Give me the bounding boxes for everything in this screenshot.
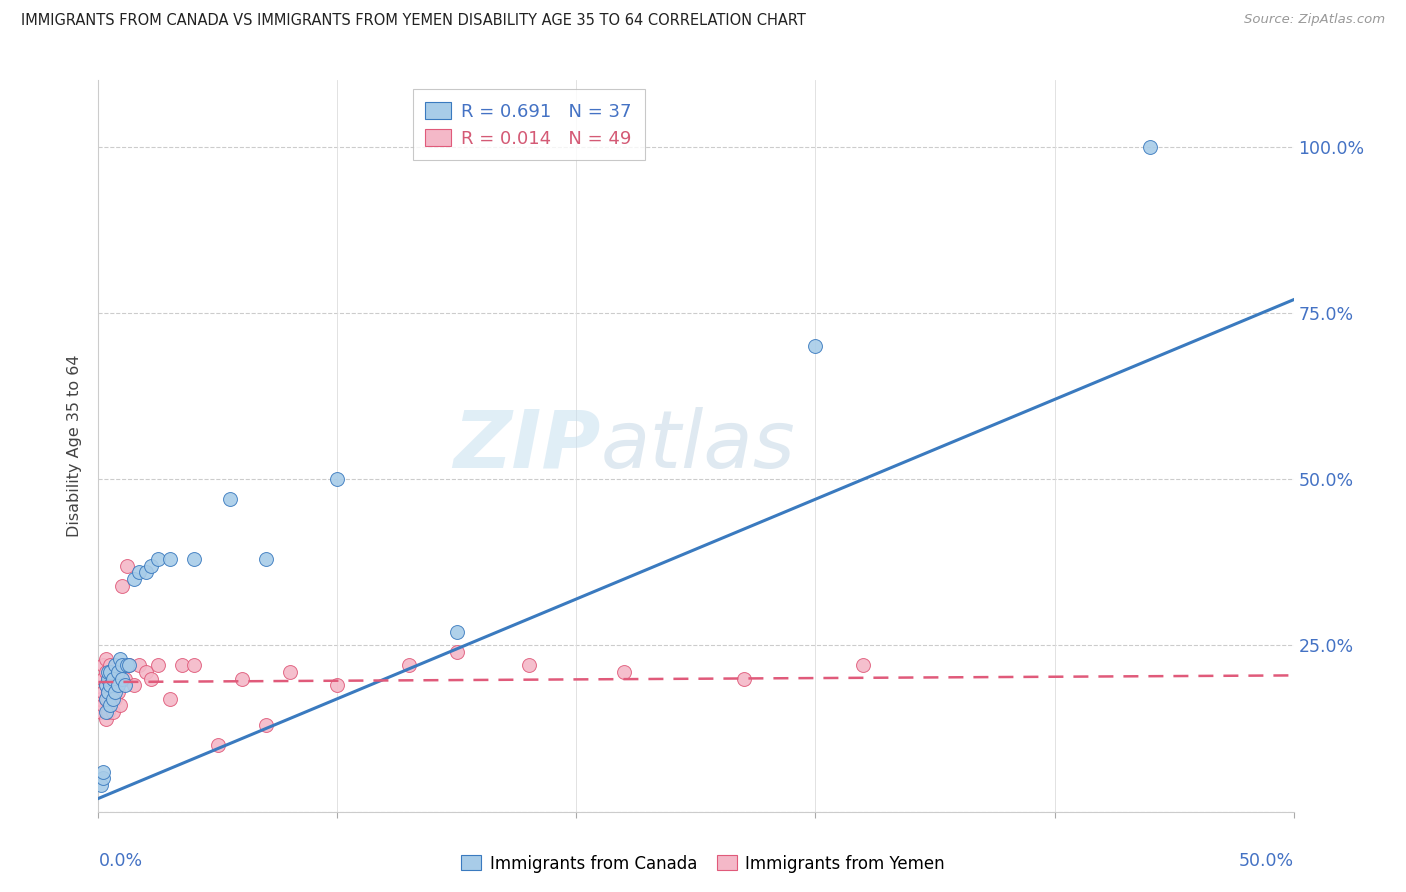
Text: 50.0%: 50.0% bbox=[1239, 852, 1294, 870]
Point bbox=[114, 678, 136, 692]
Point bbox=[108, 698, 131, 713]
Point bbox=[124, 678, 146, 692]
Point bbox=[91, 698, 114, 713]
Point bbox=[159, 552, 181, 566]
Point bbox=[139, 558, 162, 573]
Point bbox=[517, 658, 540, 673]
Point bbox=[94, 665, 117, 679]
Point bbox=[98, 678, 122, 692]
Point bbox=[94, 691, 117, 706]
Point bbox=[111, 672, 134, 686]
Point bbox=[104, 691, 127, 706]
Text: ZIP: ZIP bbox=[453, 407, 600, 485]
Point bbox=[207, 738, 229, 752]
Point bbox=[90, 705, 112, 719]
Point bbox=[326, 472, 349, 486]
Point bbox=[254, 718, 277, 732]
Point bbox=[804, 339, 827, 353]
Point bbox=[101, 685, 124, 699]
Point bbox=[94, 678, 117, 692]
Point bbox=[278, 665, 301, 679]
Point bbox=[104, 658, 127, 673]
Point bbox=[183, 658, 205, 673]
Text: atlas: atlas bbox=[600, 407, 796, 485]
Point bbox=[97, 691, 120, 706]
Point bbox=[104, 685, 127, 699]
Point bbox=[183, 552, 205, 566]
Point bbox=[135, 566, 157, 580]
Point bbox=[104, 672, 127, 686]
Point bbox=[852, 658, 875, 673]
Point bbox=[91, 685, 114, 699]
Point bbox=[101, 672, 124, 686]
Point bbox=[398, 658, 420, 673]
Point bbox=[446, 625, 468, 640]
Point bbox=[90, 691, 112, 706]
Point bbox=[98, 698, 122, 713]
Point bbox=[98, 665, 122, 679]
Point bbox=[107, 665, 129, 679]
Point bbox=[128, 658, 150, 673]
Point bbox=[733, 672, 755, 686]
Text: 0.0%: 0.0% bbox=[98, 852, 142, 870]
Point bbox=[94, 705, 117, 719]
Point bbox=[97, 665, 120, 679]
Point bbox=[97, 685, 120, 699]
Point bbox=[98, 698, 122, 713]
Point bbox=[94, 678, 117, 692]
Point bbox=[115, 558, 138, 573]
Point bbox=[108, 652, 131, 666]
Point bbox=[613, 665, 636, 679]
Point bbox=[1139, 140, 1161, 154]
Point bbox=[139, 672, 162, 686]
Point bbox=[91, 764, 114, 779]
Point bbox=[219, 492, 242, 507]
Point bbox=[94, 712, 117, 726]
Point bbox=[148, 658, 170, 673]
Legend: R = 0.691   N = 37, R = 0.014   N = 49: R = 0.691 N = 37, R = 0.014 N = 49 bbox=[413, 89, 644, 161]
Y-axis label: Disability Age 35 to 64: Disability Age 35 to 64 bbox=[67, 355, 83, 537]
Legend: Immigrants from Canada, Immigrants from Yemen: Immigrants from Canada, Immigrants from … bbox=[454, 848, 952, 880]
Point bbox=[128, 566, 150, 580]
Point bbox=[98, 678, 122, 692]
Point bbox=[94, 652, 117, 666]
Point bbox=[107, 665, 129, 679]
Point bbox=[326, 678, 349, 692]
Point bbox=[111, 658, 134, 673]
Point bbox=[91, 772, 114, 786]
Point bbox=[124, 572, 146, 586]
Point bbox=[114, 672, 136, 686]
Text: IMMIGRANTS FROM CANADA VS IMMIGRANTS FROM YEMEN DISABILITY AGE 35 TO 64 CORRELAT: IMMIGRANTS FROM CANADA VS IMMIGRANTS FRO… bbox=[21, 13, 806, 29]
Point bbox=[97, 672, 120, 686]
Point bbox=[97, 705, 120, 719]
Point bbox=[97, 685, 120, 699]
Point bbox=[101, 691, 124, 706]
Point bbox=[111, 579, 134, 593]
Point bbox=[91, 658, 114, 673]
Point bbox=[98, 658, 122, 673]
Point bbox=[148, 552, 170, 566]
Point bbox=[159, 691, 181, 706]
Point bbox=[115, 658, 138, 673]
Text: Source: ZipAtlas.com: Source: ZipAtlas.com bbox=[1244, 13, 1385, 27]
Point bbox=[118, 658, 141, 673]
Point bbox=[101, 672, 124, 686]
Point bbox=[231, 672, 253, 686]
Point bbox=[118, 658, 141, 673]
Point bbox=[101, 705, 124, 719]
Point bbox=[97, 672, 120, 686]
Point bbox=[135, 665, 157, 679]
Point bbox=[172, 658, 194, 673]
Point bbox=[107, 685, 129, 699]
Point bbox=[254, 552, 277, 566]
Point bbox=[90, 778, 112, 792]
Point bbox=[107, 678, 129, 692]
Point bbox=[91, 672, 114, 686]
Point bbox=[446, 645, 468, 659]
Point bbox=[94, 691, 117, 706]
